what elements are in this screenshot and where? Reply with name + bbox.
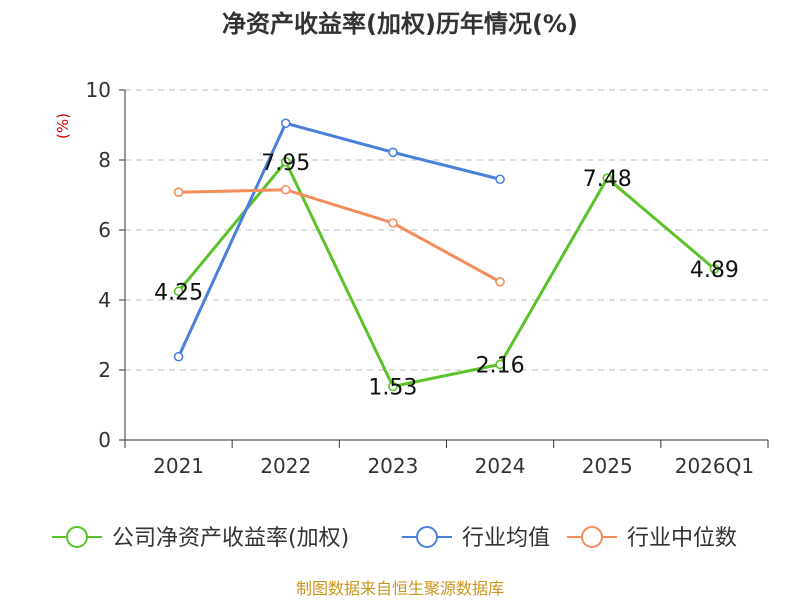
legend-label: 行业中位数 xyxy=(627,526,737,551)
y-axis-label: (%) xyxy=(54,113,72,139)
data-label: 7.48 xyxy=(583,167,632,192)
data-point[interactable] xyxy=(602,173,613,183)
data-point[interactable] xyxy=(280,118,291,129)
data-point[interactable] xyxy=(495,174,505,185)
legend-label: 行业均值 xyxy=(462,526,550,551)
x-tick-label: 2024 xyxy=(475,454,526,478)
legend-item-1[interactable]: 行业均值 xyxy=(402,526,550,551)
legend-item-2[interactable]: 行业中位数 xyxy=(567,526,737,551)
x-tick-label: 2026Q1 xyxy=(675,454,754,478)
y-tick-label: 10 xyxy=(86,78,111,102)
legend-marker xyxy=(416,526,438,548)
data-label: 7.95 xyxy=(261,151,310,176)
source-note: 制图数据来自恒生聚源数据库 xyxy=(296,579,504,598)
axes: 0 2 4 6 8 10 2021 2022 2023 2024 2025 2026Q1 xyxy=(86,78,769,478)
data-point[interactable] xyxy=(173,351,184,362)
data-point[interactable] xyxy=(709,264,720,274)
data-point[interactable] xyxy=(173,286,184,297)
legend[interactable]: 公司净资产收益率(加权) 行业均值 行业中位数 xyxy=(52,526,737,551)
y-tick-label: 0 xyxy=(98,428,111,452)
data-labels: 4.25 7.95 1.53 2.16 7.48 4.89 xyxy=(154,151,739,401)
y-tick-label: 2 xyxy=(98,358,111,382)
data-point[interactable] xyxy=(388,381,398,392)
legend-marker xyxy=(66,526,88,548)
data-point[interactable] xyxy=(173,187,184,197)
data-point[interactable] xyxy=(280,156,291,167)
data-point[interactable] xyxy=(495,276,505,287)
x-tick-label: 2021 xyxy=(153,454,204,478)
data-label: 4.89 xyxy=(690,258,739,283)
data-point[interactable] xyxy=(388,218,398,228)
x-tick-label: 2022 xyxy=(260,454,311,478)
data-point[interactable] xyxy=(388,147,398,158)
data-point[interactable] xyxy=(495,359,505,370)
y-tick-label: 4 xyxy=(98,288,111,312)
legend-item-0[interactable]: 公司净资产收益率(加权) xyxy=(52,526,349,551)
y-tick-label: 6 xyxy=(98,218,111,242)
y-tick-label: 8 xyxy=(98,148,111,172)
x-tick-label: 2025 xyxy=(582,454,633,478)
series-line-1 xyxy=(177,121,501,358)
chart-title: 净资产收益率(加权)历年情况(%) xyxy=(222,10,578,38)
data-label: 1.53 xyxy=(368,375,417,400)
x-tick-label: 2023 xyxy=(367,454,418,478)
data-label: 4.25 xyxy=(154,280,203,305)
legend-marker xyxy=(581,526,603,548)
data-point[interactable] xyxy=(280,184,291,195)
grid-lines xyxy=(125,89,768,371)
legend-label: 公司净资产收益率(加权) xyxy=(112,526,349,551)
series-line-2 xyxy=(178,188,501,284)
series-group xyxy=(173,118,720,392)
data-label: 2.16 xyxy=(476,353,525,378)
series-line-0 xyxy=(177,160,716,388)
